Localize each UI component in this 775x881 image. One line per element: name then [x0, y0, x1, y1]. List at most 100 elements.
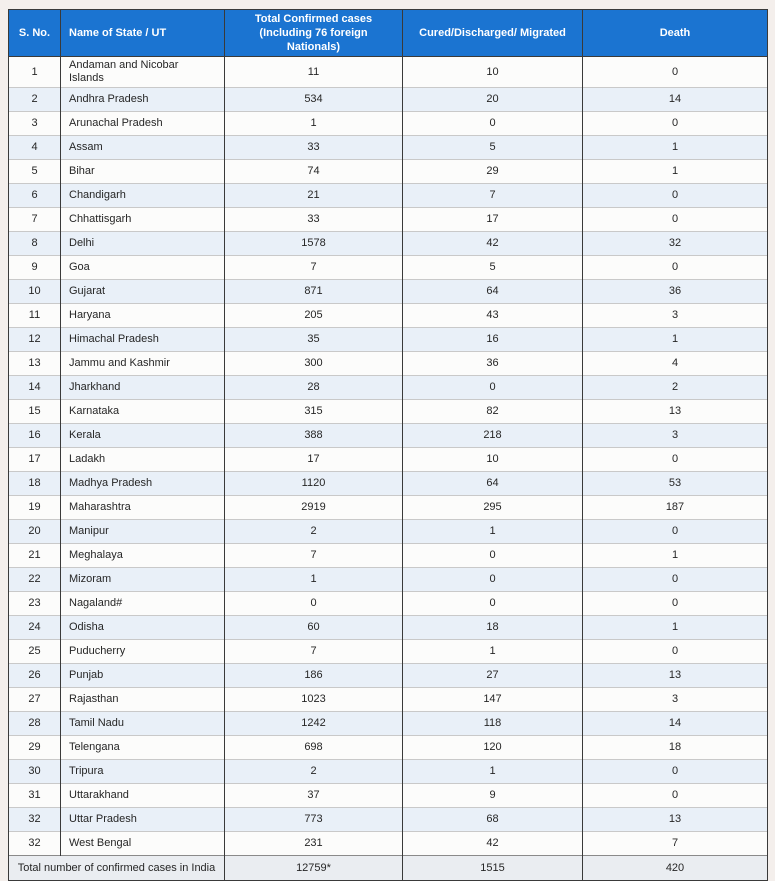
- serial-cell: 31: [8, 783, 61, 808]
- cured-cell: 43: [402, 303, 583, 328]
- confirmed-cell: 7: [224, 255, 403, 280]
- state-cell: Madhya Pradesh: [60, 471, 225, 496]
- death-cell: 14: [582, 711, 768, 736]
- death-cell: 1: [582, 543, 768, 568]
- cured-cell: 68: [402, 807, 583, 832]
- serial-cell: 28: [8, 711, 61, 736]
- table-row: 26 Punjab 186 27 13: [8, 663, 768, 688]
- serial-cell: 6: [8, 183, 61, 208]
- state-cell: Ladakh: [60, 447, 225, 472]
- serial-cell: 30: [8, 759, 61, 784]
- death-cell: 32: [582, 231, 768, 256]
- cured-cell: 0: [402, 567, 583, 592]
- state-cell: Tamil Nadu: [60, 711, 225, 736]
- cured-cell: 64: [402, 471, 583, 496]
- table-row: 13 Jammu and Kashmir 300 36 4: [8, 351, 768, 376]
- serial-cell: 1: [8, 56, 61, 88]
- death-cell: 1: [582, 135, 768, 160]
- serial-cell: 21: [8, 543, 61, 568]
- table-header: S. No. Name of State / UT Total Confirme…: [8, 9, 768, 57]
- serial-cell: 32: [8, 807, 61, 832]
- state-cell: Rajasthan: [60, 687, 225, 712]
- cured-cell: 0: [402, 111, 583, 136]
- confirmed-cell: 300: [224, 351, 403, 376]
- cured-cell: 9: [402, 783, 583, 808]
- serial-cell: 7: [8, 207, 61, 232]
- state-cell: Assam: [60, 135, 225, 160]
- death-cell: 0: [582, 519, 768, 544]
- cured-cell: 42: [402, 231, 583, 256]
- state-cell: Jammu and Kashmir: [60, 351, 225, 376]
- cured-cell: 64: [402, 279, 583, 304]
- state-cell: Kerala: [60, 423, 225, 448]
- confirmed-cell: 2: [224, 759, 403, 784]
- confirmed-cell: 1: [224, 567, 403, 592]
- total-label: Total number of confirmed cases in India: [8, 855, 225, 881]
- table-row: 3 Arunachal Pradesh 1 0 0: [8, 111, 768, 136]
- cured-cell: 218: [402, 423, 583, 448]
- confirmed-cell: 871: [224, 279, 403, 304]
- table-row: 22 Mizoram 1 0 0: [8, 567, 768, 592]
- confirmed-cell: 7: [224, 639, 403, 664]
- serial-cell: 24: [8, 615, 61, 640]
- state-cell: Delhi: [60, 231, 225, 256]
- table-row: 5 Bihar 74 29 1: [8, 159, 768, 184]
- confirmed-cell: 33: [224, 135, 403, 160]
- cured-cell: 17: [402, 207, 583, 232]
- cured-cell: 10: [402, 56, 583, 88]
- confirmed-cell: 2: [224, 519, 403, 544]
- state-cell: Telengana: [60, 735, 225, 760]
- death-cell: 1: [582, 159, 768, 184]
- header-serial-number: S. No.: [8, 9, 61, 57]
- death-cell: 2: [582, 375, 768, 400]
- table-row: 20 Manipur 2 1 0: [8, 519, 768, 544]
- death-cell: 14: [582, 87, 768, 112]
- header-cured-discharged: Cured/Discharged/ Migrated: [402, 9, 583, 57]
- table-row: 32 West Bengal 231 42 7: [8, 831, 768, 856]
- death-cell: 0: [582, 111, 768, 136]
- state-cell: Odisha: [60, 615, 225, 640]
- serial-cell: 19: [8, 495, 61, 520]
- death-cell: 0: [582, 447, 768, 472]
- cured-cell: 5: [402, 255, 583, 280]
- serial-cell: 3: [8, 111, 61, 136]
- cured-cell: 29: [402, 159, 583, 184]
- cured-cell: 36: [402, 351, 583, 376]
- death-cell: 0: [582, 591, 768, 616]
- state-cell: Tripura: [60, 759, 225, 784]
- cured-cell: 295: [402, 495, 583, 520]
- death-cell: 13: [582, 807, 768, 832]
- total-death: 420: [582, 855, 768, 881]
- state-cell: Haryana: [60, 303, 225, 328]
- death-cell: 36: [582, 279, 768, 304]
- table-row: 29 Telengana 698 120 18: [8, 735, 768, 760]
- state-cell: Manipur: [60, 519, 225, 544]
- table-row: 28 Tamil Nadu 1242 118 14: [8, 711, 768, 736]
- state-cell: Arunachal Pradesh: [60, 111, 225, 136]
- death-cell: 0: [582, 759, 768, 784]
- state-cell: Jharkhand: [60, 375, 225, 400]
- header-row: S. No. Name of State / UT Total Confirme…: [8, 9, 768, 57]
- cured-cell: 1: [402, 759, 583, 784]
- table-row: 16 Kerala 388 218 3: [8, 423, 768, 448]
- cured-cell: 18: [402, 615, 583, 640]
- confirmed-cell: 60: [224, 615, 403, 640]
- table-row: 15 Karnataka 315 82 13: [8, 399, 768, 424]
- serial-cell: 17: [8, 447, 61, 472]
- cured-cell: 7: [402, 183, 583, 208]
- state-cell: Nagaland#: [60, 591, 225, 616]
- table-row: 25 Puducherry 7 1 0: [8, 639, 768, 664]
- confirmed-cell: 534: [224, 87, 403, 112]
- serial-cell: 22: [8, 567, 61, 592]
- confirmed-cell: 17: [224, 447, 403, 472]
- table-row: 1 Andaman and Nicobar Islands 11 10 0: [8, 56, 768, 88]
- death-cell: 0: [582, 207, 768, 232]
- serial-cell: 25: [8, 639, 61, 664]
- death-cell: 187: [582, 495, 768, 520]
- total-row: Total number of confirmed cases in India…: [8, 855, 768, 881]
- cured-cell: 16: [402, 327, 583, 352]
- table-row: 30 Tripura 2 1 0: [8, 759, 768, 784]
- confirmed-cell: 1023: [224, 687, 403, 712]
- cured-cell: 10: [402, 447, 583, 472]
